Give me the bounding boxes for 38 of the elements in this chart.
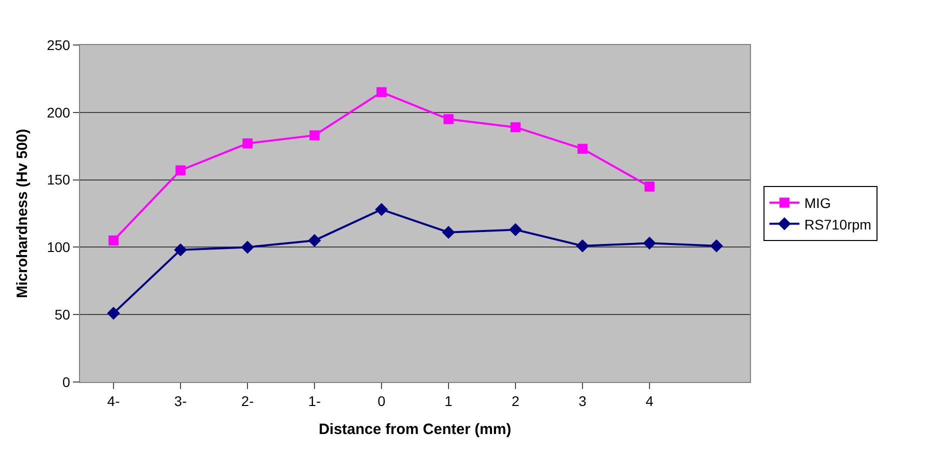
point [643,236,656,250]
x-tick-label: 3 [578,392,587,409]
x-tick-label: 0 [378,392,386,409]
point [376,87,386,98]
x-tick-label: 3- [174,392,188,409]
point [242,138,252,148]
point [310,130,320,140]
x-tick-label: 1 [444,392,453,409]
x-tick-label: 4 [646,392,654,409]
y-tick-label: 200 [46,104,70,120]
x-tick-label: 2 [512,392,520,409]
x-axis-title: Distance from Center (mm) [318,420,512,438]
x-tick-label: 2- [241,392,254,409]
y-tick-label: 250 [46,36,70,53]
point [576,239,589,252]
legend-label: MIG [804,195,831,212]
point [375,202,388,216]
point [509,223,522,236]
y-tick-label: 150 [46,172,70,188]
y-axis-title: Microhardness (Hv 500) [14,128,32,298]
point [578,144,588,154]
point [444,114,454,124]
point [510,122,520,132]
point [710,239,723,252]
x-tick-label: 4- [107,392,120,409]
point [442,226,455,239]
y-tick-label: 0 [62,374,70,390]
point [108,235,118,246]
point [241,240,254,254]
legend-label: RS710rpm [804,216,872,232]
point [644,182,654,192]
y-tick-label: 100 [46,239,70,256]
point [176,165,186,176]
point [174,243,187,256]
x-tick-label: 1- [308,392,322,409]
point [308,234,321,247]
y-tick-label: 50 [54,306,70,322]
point [107,306,120,320]
